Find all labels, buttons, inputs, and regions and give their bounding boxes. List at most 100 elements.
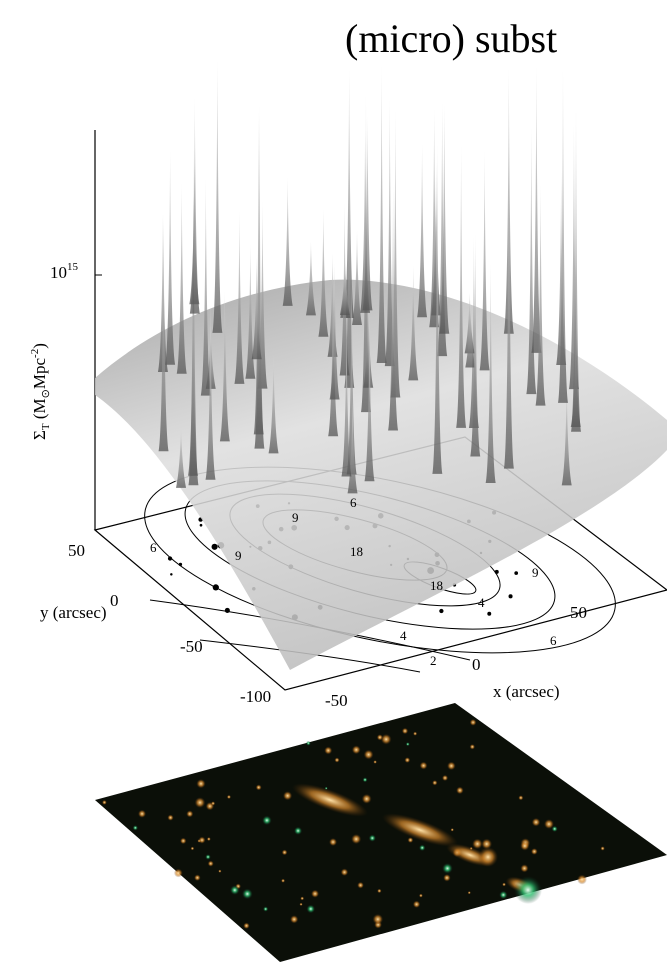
contour-label: 9 bbox=[235, 548, 242, 563]
galaxy bbox=[196, 779, 206, 789]
z-axis-label: ΣT (M⊙Mpc-2) bbox=[29, 343, 52, 440]
z-unit: Mpc bbox=[30, 357, 49, 389]
galaxy bbox=[419, 761, 428, 770]
dot bbox=[494, 569, 499, 574]
spike bbox=[188, 149, 199, 486]
spike bbox=[568, 124, 579, 390]
galaxy bbox=[340, 868, 349, 877]
galaxy bbox=[226, 794, 232, 800]
spike bbox=[318, 209, 329, 337]
contour-label: 4 bbox=[400, 628, 407, 643]
spike bbox=[439, 104, 450, 334]
galaxy bbox=[311, 889, 320, 898]
contour-label: 9 bbox=[532, 565, 539, 580]
spike bbox=[346, 274, 357, 475]
y-tick-label: 50 bbox=[68, 541, 85, 560]
galaxy bbox=[351, 833, 362, 845]
galaxy bbox=[530, 848, 538, 855]
spike bbox=[465, 299, 476, 368]
galaxy bbox=[190, 846, 195, 851]
dot bbox=[167, 556, 173, 561]
galaxy bbox=[186, 810, 194, 818]
galaxy bbox=[241, 888, 253, 900]
dot bbox=[508, 594, 513, 599]
spike bbox=[234, 210, 245, 384]
galaxy bbox=[520, 864, 529, 873]
galaxy bbox=[362, 777, 368, 783]
spike bbox=[531, 65, 542, 353]
title: (micro) subst bbox=[345, 16, 557, 61]
galaxy bbox=[418, 844, 426, 852]
dot bbox=[211, 543, 218, 550]
spike bbox=[468, 236, 479, 429]
galaxy bbox=[404, 757, 411, 763]
galaxy bbox=[289, 915, 299, 924]
spike bbox=[362, 116, 373, 311]
spike bbox=[347, 399, 358, 494]
galaxy bbox=[363, 749, 374, 760]
spike bbox=[341, 324, 352, 477]
arc-glow bbox=[382, 813, 458, 847]
galaxy bbox=[441, 774, 449, 782]
spike bbox=[429, 108, 440, 328]
spike bbox=[432, 143, 443, 474]
galaxy bbox=[194, 874, 201, 881]
y-tick-label: -100 bbox=[240, 687, 271, 706]
spike bbox=[388, 185, 399, 431]
galaxy bbox=[255, 784, 262, 791]
galaxy bbox=[600, 846, 605, 851]
galaxy bbox=[413, 731, 418, 736]
galaxy bbox=[132, 825, 139, 831]
galaxy bbox=[472, 838, 483, 850]
z-tick-exp: 15 bbox=[67, 261, 79, 273]
galaxy bbox=[299, 902, 303, 906]
contour-label: 6 bbox=[350, 495, 357, 510]
spike bbox=[251, 257, 262, 360]
galaxy bbox=[102, 799, 107, 805]
galaxy bbox=[243, 922, 250, 929]
galaxy bbox=[373, 760, 377, 764]
dot bbox=[212, 584, 219, 591]
galaxy bbox=[368, 834, 376, 842]
spike bbox=[352, 230, 363, 326]
galaxy bbox=[418, 893, 423, 898]
galaxy bbox=[173, 868, 183, 878]
z-open: (M bbox=[30, 398, 49, 423]
galaxy bbox=[194, 797, 206, 808]
spike bbox=[384, 99, 395, 367]
galaxy bbox=[137, 809, 147, 818]
galaxy bbox=[401, 727, 409, 735]
bright-star bbox=[514, 876, 542, 904]
galaxy bbox=[324, 746, 333, 755]
galaxy bbox=[262, 815, 272, 826]
spike bbox=[200, 178, 211, 396]
galaxy bbox=[543, 819, 554, 830]
contour-label: 9 bbox=[292, 510, 299, 525]
galaxy bbox=[432, 780, 438, 786]
dot bbox=[178, 562, 183, 567]
x-axis-label: x (arcsec) bbox=[493, 682, 560, 701]
galaxy bbox=[300, 896, 305, 901]
galaxy bbox=[380, 733, 392, 745]
spikes bbox=[157, 60, 582, 494]
spike bbox=[526, 127, 537, 395]
spike bbox=[363, 292, 374, 388]
galaxy bbox=[210, 801, 216, 806]
bright-galaxy bbox=[478, 847, 498, 867]
z-exp: -2 bbox=[29, 349, 41, 358]
contour-label: 18 bbox=[350, 544, 363, 559]
spike bbox=[479, 151, 490, 371]
galaxies bbox=[102, 719, 605, 929]
galaxy bbox=[329, 838, 338, 847]
galaxy bbox=[443, 874, 451, 882]
dot bbox=[199, 523, 203, 527]
spike bbox=[245, 244, 256, 379]
galaxy bbox=[531, 817, 541, 827]
spike bbox=[485, 263, 496, 483]
galaxy bbox=[206, 837, 211, 841]
galaxy bbox=[263, 906, 269, 912]
galaxy bbox=[282, 791, 293, 801]
contour-label: 2 bbox=[430, 653, 437, 668]
spike bbox=[364, 311, 375, 482]
spike bbox=[176, 426, 187, 488]
